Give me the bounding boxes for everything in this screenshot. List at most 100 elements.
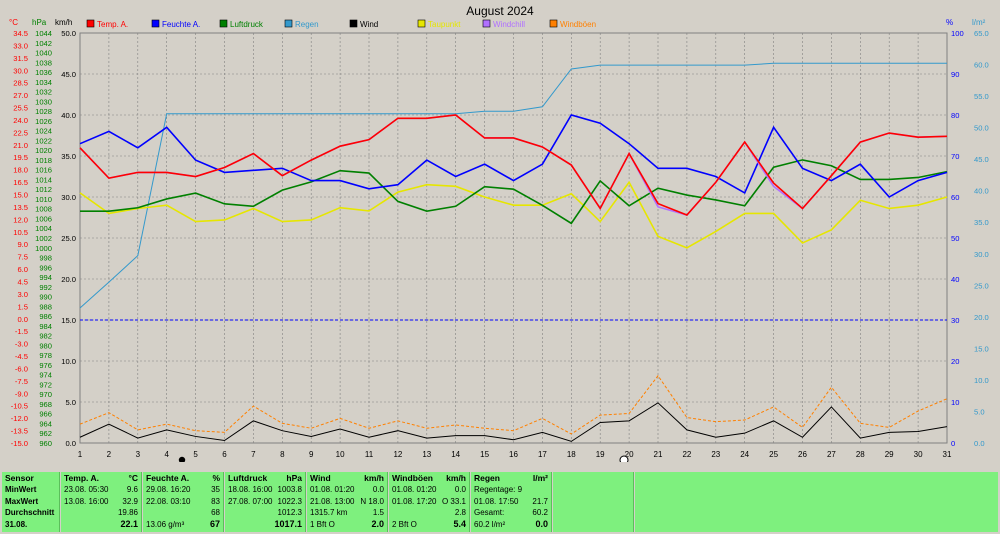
tick-label-pressure: 1030 xyxy=(35,97,52,106)
tick-label-humidity: 100 xyxy=(951,29,964,38)
legend-label: Windböen xyxy=(560,20,596,29)
stats-temp: Temp. A. °C 23.08. 05:30 9.6 13.08. 16:00 3… xyxy=(61,472,142,532)
tick-label-temp: 10.5 xyxy=(13,228,28,237)
press-title: Luftdruck xyxy=(228,473,268,483)
tick-label-pressure: 980 xyxy=(39,341,52,350)
tick-label-humidity: 60 xyxy=(951,193,959,202)
gust-current: 5.4 xyxy=(453,518,466,529)
tick-label-pressure: 1020 xyxy=(35,146,52,155)
tick-label-day: 12 xyxy=(393,450,402,459)
tick-label-day: 3 xyxy=(136,450,141,459)
press-max: 1022.3 xyxy=(277,496,302,506)
sensor-min-label: MinWert xyxy=(5,485,37,494)
hum-title: Feuchte A. xyxy=(146,473,190,483)
tick-label-rain: 35.0 xyxy=(974,218,989,227)
wind-bft: 1 Bft O xyxy=(310,519,335,529)
tick-label-pressure: 978 xyxy=(39,351,52,360)
wind-avg: 1.5 xyxy=(372,508,384,517)
tick-label-temp: 7.5 xyxy=(17,253,28,262)
rain-max: 21.7 xyxy=(532,496,548,506)
wind-min-time: 01.08. 01:20 xyxy=(310,485,355,494)
wind-min: 0.0 xyxy=(372,485,384,494)
tick-label-pressure: 1038 xyxy=(35,58,52,67)
temp-unit: °C xyxy=(128,473,138,483)
tick-label-temp: 21.0 xyxy=(13,141,28,150)
pressure-axis-unit: hPa xyxy=(32,18,47,27)
tick-label-pressure: 966 xyxy=(39,410,52,419)
temp-title: Temp. A. xyxy=(64,473,99,483)
temp-avg: 19.86 xyxy=(117,508,138,517)
gust-max: O 33.1 xyxy=(441,496,466,506)
tick-label-day: 18 xyxy=(567,450,576,459)
legend-label: Luftdruck xyxy=(230,20,264,29)
tick-label-pressure: 1024 xyxy=(35,127,52,136)
series-regen xyxy=(79,62,947,309)
tick-label-day: 19 xyxy=(596,450,605,459)
tick-label-wind: 20.0 xyxy=(61,275,76,284)
tick-label-pressure: 990 xyxy=(39,293,52,302)
tick-label-temp: 1.5 xyxy=(17,302,28,311)
new-moon-icon xyxy=(178,456,186,462)
tick-label-temp: 13.5 xyxy=(13,203,28,212)
tick-label-day: 6 xyxy=(222,450,227,459)
tick-label-temp: -4.5 xyxy=(15,352,28,361)
tick-label-pressure: 1008 xyxy=(35,205,52,214)
tick-label-temp: 22.5 xyxy=(13,128,28,137)
hum-min: 35 xyxy=(211,485,220,494)
tick-label-rain: 50.0 xyxy=(974,124,989,133)
tick-label-temp: 33.0 xyxy=(13,41,28,50)
tick-label-day: 25 xyxy=(769,450,778,459)
tick-label-day: 14 xyxy=(451,450,460,459)
tick-label-pressure: 1026 xyxy=(35,117,52,126)
tick-label-rain: 10.0 xyxy=(974,376,989,385)
tick-label-humidity: 70 xyxy=(951,152,959,161)
legend-label: Feuchte A. xyxy=(162,20,200,29)
tick-label-pressure: 962 xyxy=(39,429,52,438)
tick-label-pressure: 1028 xyxy=(35,107,52,116)
humidity-axis-unit: % xyxy=(946,18,953,27)
tick-label-day: 10 xyxy=(336,450,345,459)
temp-axis-unit: °C xyxy=(9,18,18,27)
stats-empty-1 xyxy=(553,472,634,532)
tick-label-rain: 0.0 xyxy=(974,439,985,448)
tick-label-pressure: 1018 xyxy=(35,156,52,165)
tick-label-wind: 10.0 xyxy=(61,357,76,366)
tick-label-humidity: 20 xyxy=(951,357,959,366)
tick-label-wind: 30.0 xyxy=(61,193,76,202)
tick-label-pressure: 992 xyxy=(39,283,52,292)
tick-label-pressure: 994 xyxy=(39,273,52,282)
weather-chart: August 2024 °C hPa km/h % l/m² Temp. A. F… xyxy=(9,4,989,462)
tick-label-wind: 50.0 xyxy=(61,29,76,38)
tick-label-day: 27 xyxy=(827,450,836,459)
tick-label-temp: -1.5 xyxy=(15,327,28,336)
temp-current: 22.1 xyxy=(120,518,138,529)
tick-label-temp: 19.5 xyxy=(13,153,28,162)
press-max-time: 27.08. 07:00 xyxy=(228,496,273,506)
tick-label-temp: 24.0 xyxy=(13,116,28,125)
gust-avg: 2.8 xyxy=(454,508,466,517)
tick-label-pressure: 1032 xyxy=(35,88,52,97)
legend-label: Wind xyxy=(360,20,378,29)
tick-label-pressure: 1042 xyxy=(35,39,52,48)
tick-label-rain: 45.0 xyxy=(974,155,989,164)
tick-label-rain: 40.0 xyxy=(974,187,989,196)
temp-max: 32.9 xyxy=(122,496,138,506)
tick-label-day: 21 xyxy=(654,450,663,459)
wind-current: 2.0 xyxy=(371,518,384,529)
tick-label-pressure: 1004 xyxy=(35,224,52,233)
tick-label-humidity: 40 xyxy=(951,275,959,284)
tick-label-temp: -13.5 xyxy=(11,427,28,436)
legend-swatch xyxy=(482,19,491,28)
rain-total-label: Gesamt: xyxy=(474,508,505,517)
tick-label-pressure: 1002 xyxy=(35,234,52,243)
tick-label-temp: 12.0 xyxy=(13,215,28,224)
legend-swatch xyxy=(219,19,228,28)
tick-label-rain: 60.0 xyxy=(974,61,989,70)
tick-label-day: 30 xyxy=(914,450,923,459)
tick-label-pressure: 974 xyxy=(39,371,52,380)
tick-label-temp: 34.5 xyxy=(13,29,28,38)
tick-label-temp: 6.0 xyxy=(17,265,28,274)
stats-wind: Wind km/h 01.08. 01:20 0.0 21.08. 13:00 N 1… xyxy=(307,472,388,532)
temp-min: 9.6 xyxy=(126,485,138,494)
tick-label-temp: -3.0 xyxy=(15,340,28,349)
